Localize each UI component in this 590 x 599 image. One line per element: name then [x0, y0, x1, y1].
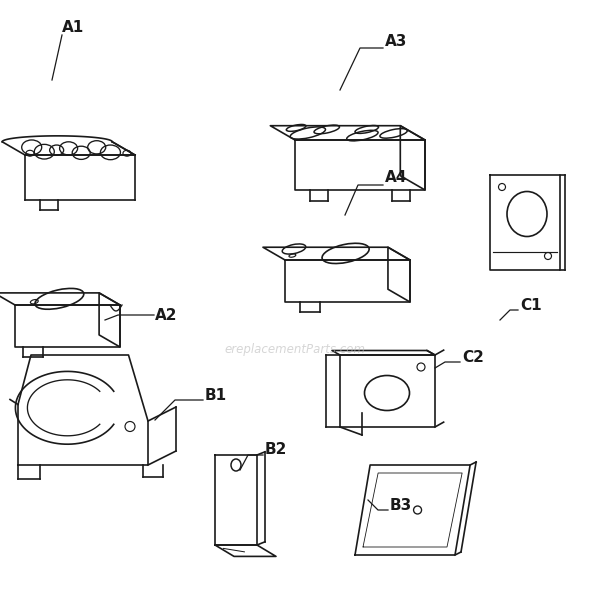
Text: B3: B3	[390, 498, 412, 513]
Text: B2: B2	[265, 443, 287, 458]
Text: A1: A1	[62, 20, 84, 35]
Text: B1: B1	[205, 388, 227, 403]
Text: A3: A3	[385, 35, 407, 50]
Text: A4: A4	[385, 171, 407, 186]
Text: ereplacementParts.com: ereplacementParts.com	[225, 343, 365, 356]
Text: C2: C2	[462, 350, 484, 365]
Text: A2: A2	[155, 307, 178, 322]
Text: C1: C1	[520, 298, 542, 313]
